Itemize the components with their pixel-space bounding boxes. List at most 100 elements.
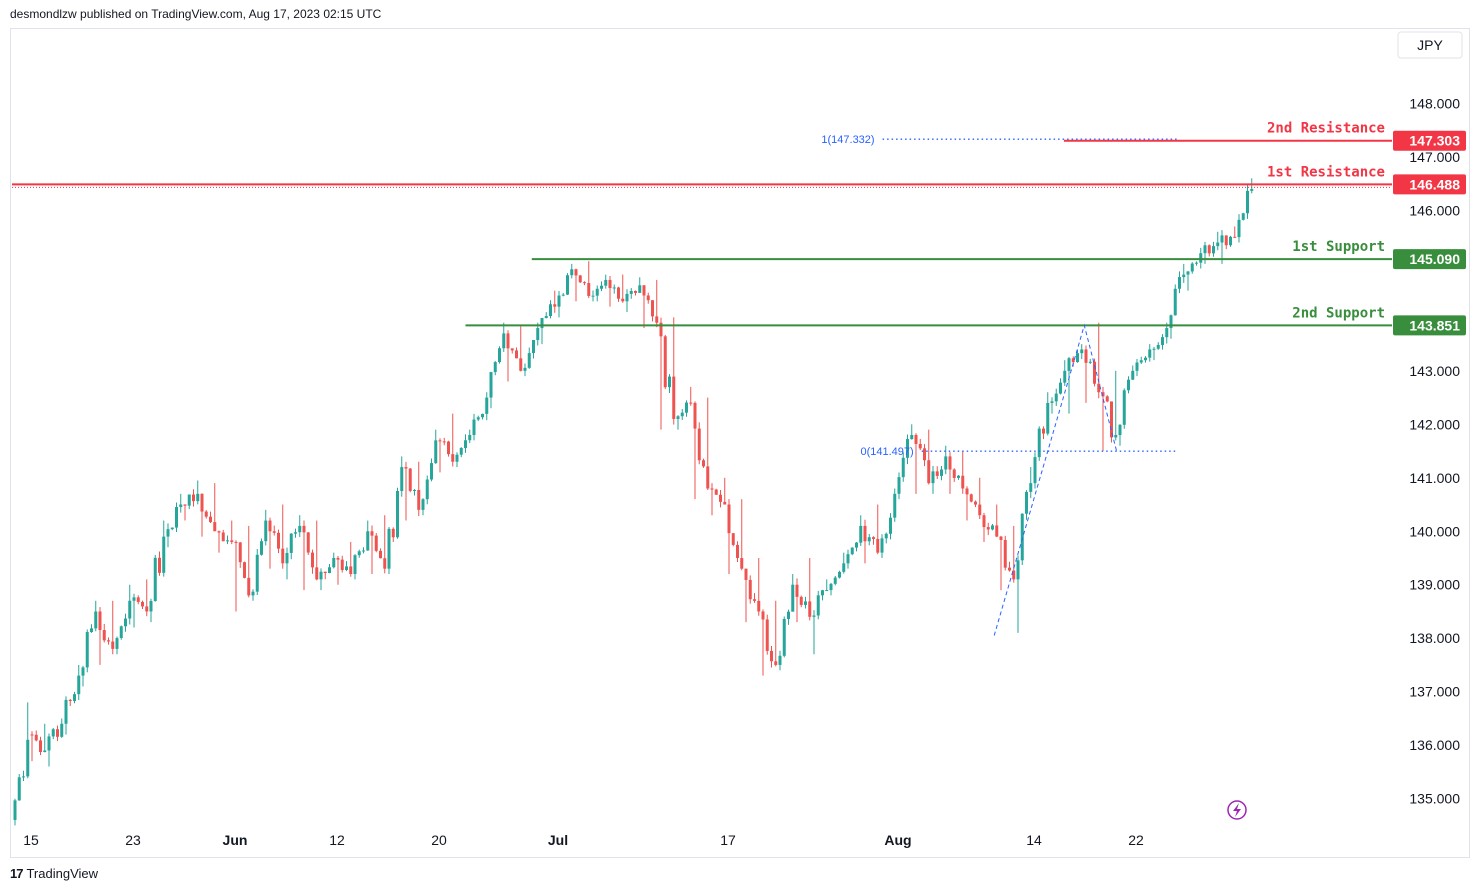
candle-body bbox=[952, 469, 956, 478]
candle-body bbox=[30, 734, 34, 736]
candle-body bbox=[974, 501, 977, 505]
candle-body bbox=[710, 488, 714, 490]
candle-body bbox=[808, 601, 812, 617]
time-tick: 15 bbox=[23, 832, 39, 848]
candle-body bbox=[323, 571, 327, 574]
candle-body bbox=[991, 525, 994, 530]
candle-body bbox=[468, 435, 472, 441]
level-label: 2nd Resistance bbox=[1267, 121, 1385, 137]
candle-body bbox=[659, 322, 663, 337]
candle-body bbox=[396, 490, 399, 538]
candle-body bbox=[723, 501, 727, 505]
candle-body bbox=[255, 554, 259, 592]
fib-trend-line bbox=[993, 323, 1118, 636]
candle-body bbox=[600, 285, 603, 289]
candle-body bbox=[731, 533, 735, 545]
candle-body bbox=[804, 601, 807, 605]
candle-body bbox=[311, 552, 314, 568]
currency-box[interactable] bbox=[1397, 31, 1463, 59]
candle-body bbox=[714, 489, 718, 495]
candle-body bbox=[217, 531, 221, 533]
candle-body bbox=[570, 269, 574, 276]
candle-body bbox=[1042, 428, 1045, 434]
candle-body bbox=[243, 562, 246, 578]
price-tag-text: 147.303 bbox=[1409, 133, 1460, 149]
candle-body bbox=[906, 439, 909, 458]
candle-body bbox=[778, 655, 782, 665]
candle-body bbox=[1148, 349, 1152, 358]
candle-body bbox=[935, 471, 939, 476]
candle-body bbox=[1229, 236, 1232, 246]
candle-body bbox=[1165, 328, 1169, 338]
candle-body bbox=[918, 443, 922, 449]
candle-body bbox=[867, 537, 871, 542]
candle-body bbox=[821, 590, 824, 596]
candle-body bbox=[379, 550, 382, 559]
candle-body bbox=[625, 293, 629, 302]
candle-body bbox=[940, 469, 943, 476]
candle-body bbox=[476, 417, 480, 420]
tradingview-logo-icon: 17 bbox=[10, 866, 24, 881]
candle-body bbox=[408, 468, 412, 491]
candle-body bbox=[1059, 382, 1062, 394]
candle-body bbox=[629, 290, 633, 294]
candle-body bbox=[1071, 358, 1075, 363]
candle-body bbox=[1135, 362, 1139, 371]
time-axis[interactable]: 15 23 Jun 12 20 Jul 17 Aug 14 22 bbox=[23, 832, 1144, 848]
candle-body bbox=[680, 412, 684, 417]
tradingview-brand-text: TradingView bbox=[26, 866, 99, 881]
candle-body bbox=[451, 454, 455, 462]
time-tick: Aug bbox=[884, 832, 911, 848]
candle-body bbox=[85, 632, 89, 668]
price-tick: 147.000 bbox=[1409, 149, 1460, 165]
candle-body bbox=[221, 532, 225, 542]
candle-body bbox=[612, 287, 616, 289]
candle-body bbox=[447, 441, 450, 455]
candle-body bbox=[515, 350, 518, 359]
price-tick: 140.000 bbox=[1409, 523, 1460, 539]
candle-body bbox=[362, 550, 365, 552]
candle-body bbox=[442, 441, 446, 443]
candle-body bbox=[285, 552, 289, 564]
candle-body bbox=[816, 595, 820, 616]
candle-body bbox=[969, 494, 973, 502]
candle-body bbox=[876, 538, 880, 553]
tradingview-logo[interactable]: 17 TradingView bbox=[10, 866, 98, 881]
lightning-icon[interactable] bbox=[1227, 800, 1247, 820]
candle-body bbox=[617, 287, 620, 299]
price-axis[interactable]: 135.000 136.000 137.000 138.000 139.000 140.0… bbox=[1397, 31, 1463, 807]
fib-level-label: 0(141.497) bbox=[860, 446, 913, 458]
candle-body bbox=[1173, 288, 1177, 316]
candle-body bbox=[1237, 219, 1241, 238]
time-tick: 14 bbox=[1026, 832, 1042, 848]
candle-body bbox=[706, 466, 710, 489]
candle-body bbox=[94, 611, 98, 629]
candle-body bbox=[374, 535, 378, 551]
candle-body bbox=[39, 740, 42, 753]
price-tag bbox=[1393, 130, 1466, 151]
candle-body bbox=[149, 601, 153, 612]
candle-body bbox=[901, 457, 905, 478]
candle-body bbox=[1025, 491, 1028, 514]
levels-group: 2nd Resistance 147.303 1st Resistance 146.4… bbox=[12, 121, 1466, 336]
candle-body bbox=[889, 517, 892, 534]
candle-body bbox=[1190, 263, 1194, 272]
candle-body bbox=[434, 440, 438, 464]
candle-body bbox=[493, 362, 497, 373]
candle-body bbox=[578, 275, 582, 283]
candle-body bbox=[561, 294, 565, 296]
candle-body bbox=[51, 729, 55, 737]
candle-body bbox=[595, 288, 599, 296]
candle-body bbox=[315, 567, 319, 580]
candle-body bbox=[1029, 483, 1033, 492]
candle-body bbox=[175, 507, 178, 528]
candle-body bbox=[119, 626, 123, 639]
candle-body bbox=[1008, 567, 1011, 571]
candle-body bbox=[1156, 344, 1160, 349]
price-tick: 146.000 bbox=[1409, 202, 1460, 218]
candle-body bbox=[566, 275, 569, 295]
candle-body bbox=[587, 283, 591, 296]
candle-body bbox=[1161, 337, 1164, 345]
time-tick: Jul bbox=[548, 832, 568, 848]
